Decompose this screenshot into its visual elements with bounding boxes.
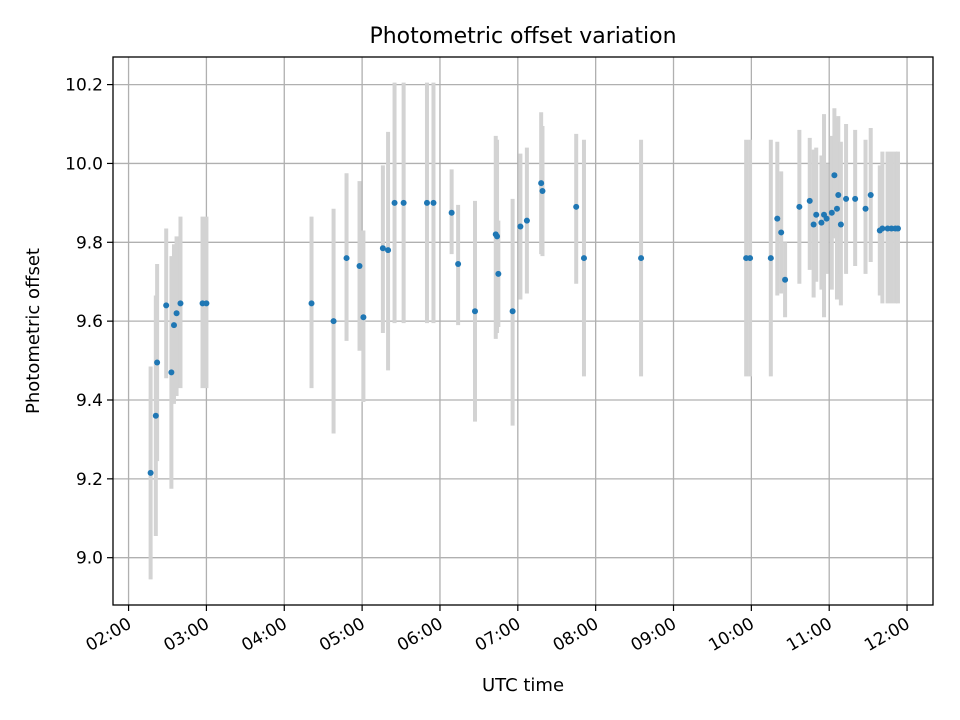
- x-tick-label: 11:00: [783, 614, 835, 656]
- grid: [113, 57, 933, 605]
- data-point: [843, 195, 850, 202]
- data-point: [203, 300, 210, 307]
- data-point: [831, 172, 838, 179]
- data-point: [385, 247, 392, 254]
- data-point: [423, 199, 430, 206]
- data-point: [154, 359, 161, 366]
- x-tick-label: 12:00: [861, 614, 913, 656]
- data-point: [147, 469, 154, 476]
- y-tick-label: 9.6: [76, 312, 103, 332]
- data-point: [810, 221, 817, 228]
- data-point: [867, 191, 874, 198]
- data-point: [806, 197, 813, 204]
- y-tick-label: 9.8: [76, 233, 103, 253]
- data-point: [168, 369, 175, 376]
- y-tick-label: 9.4: [76, 391, 103, 411]
- data-point: [852, 195, 859, 202]
- data-point: [580, 255, 587, 262]
- data-point: [471, 308, 478, 315]
- data-point: [862, 205, 869, 212]
- data-point: [494, 233, 501, 240]
- data-point: [894, 225, 901, 232]
- y-tick-label: 9.0: [76, 549, 103, 569]
- data-point: [823, 215, 830, 222]
- data-point: [833, 205, 840, 212]
- x-tick-label: 10:00: [705, 614, 757, 656]
- data-point: [539, 188, 546, 195]
- data-point: [455, 260, 462, 267]
- data-point: [523, 217, 530, 224]
- data-point: [430, 199, 437, 206]
- data-point: [356, 262, 363, 269]
- data-point: [330, 318, 337, 325]
- data-point: [828, 209, 835, 216]
- data-point: [400, 199, 407, 206]
- data-point: [747, 255, 754, 262]
- data-point: [391, 199, 398, 206]
- x-tick-label: 05:00: [316, 614, 368, 656]
- data-point: [163, 302, 170, 309]
- data-point: [813, 211, 820, 218]
- data-point: [173, 310, 180, 317]
- data-point: [818, 219, 825, 226]
- x-axis-label: UTC time: [482, 675, 564, 696]
- data-point: [837, 221, 844, 228]
- data-points: [147, 172, 901, 476]
- data-point: [573, 203, 580, 210]
- error-bars: [148, 82, 900, 580]
- x-tick-label: 09:00: [628, 614, 680, 656]
- data-point: [343, 255, 350, 262]
- data-point: [360, 314, 367, 321]
- plot-frame: [112, 56, 934, 606]
- data-point: [767, 255, 774, 262]
- data-point: [509, 308, 516, 315]
- x-tick-label: 02:00: [83, 614, 135, 656]
- y-axis: 9.0 9.2 9.4 9.6 9.8 10.0 10.2: [65, 76, 113, 569]
- data-point: [774, 215, 781, 222]
- data-point: [796, 203, 803, 210]
- x-axis: 02:00 03:00 04:00 05:00 06:00 07:00 08:00 09:00…: [83, 605, 914, 656]
- data-point: [308, 300, 315, 307]
- data-point: [879, 225, 886, 232]
- x-tick-label: 07:00: [472, 614, 524, 656]
- chart-title: Photometric offset variation: [369, 24, 676, 49]
- data-point: [152, 412, 159, 419]
- x-tick-label: 06:00: [394, 614, 446, 656]
- x-tick-label: 08:00: [550, 614, 602, 656]
- data-point: [517, 223, 524, 230]
- data-point: [170, 322, 177, 329]
- x-tick-label: 03:00: [160, 614, 212, 656]
- data-point: [448, 209, 455, 216]
- y-tick-label: 9.2: [76, 470, 103, 490]
- y-axis-label: Photometric offset: [23, 248, 44, 414]
- data-point: [538, 180, 545, 187]
- data-point: [778, 229, 785, 236]
- data-point: [638, 255, 645, 262]
- data-point: [379, 245, 386, 252]
- data-point: [835, 191, 842, 198]
- y-tick-label: 10.2: [65, 76, 103, 96]
- data-point: [495, 270, 502, 277]
- x-tick-label: 04:00: [238, 614, 290, 656]
- data-point: [177, 300, 184, 307]
- y-tick-label: 10.0: [65, 154, 103, 174]
- data-point: [782, 276, 789, 283]
